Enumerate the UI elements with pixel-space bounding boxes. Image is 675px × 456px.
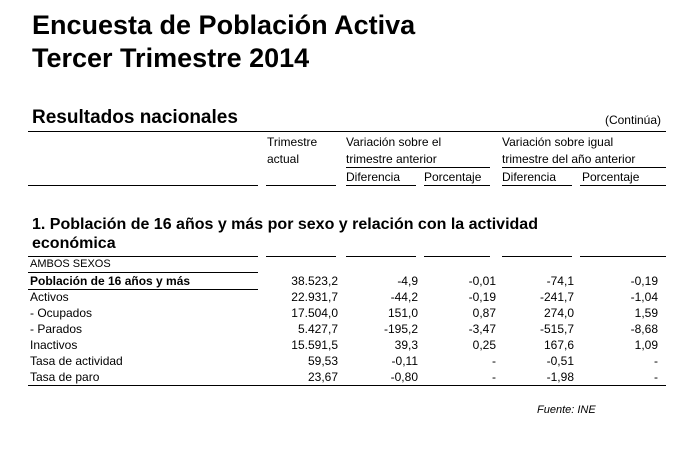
cell-dif-igual: -515,7 (539, 322, 574, 336)
cell-dif-igual: -74,1 (546, 274, 574, 288)
header-bottom-rule-pct2 (580, 185, 666, 186)
cell-pct-anterior: -3,47 (468, 322, 496, 336)
header-trimestre-line1: Trimestre (267, 135, 318, 149)
cell-pct-igual: -0,19 (630, 274, 658, 288)
section-rule-actual (266, 256, 336, 257)
cell-dif-anterior: -44,2 (390, 290, 418, 304)
header-var-anterior: Variación sobre el trimestre anterior (346, 134, 441, 168)
cell-pct-igual: - (654, 370, 658, 384)
cell-pct-igual: -1,04 (630, 290, 658, 304)
table-row: Activos 22.931,7 -44,2 -0,19 -241,7 -1,0… (28, 289, 658, 305)
row-label: Inactivos (30, 338, 78, 352)
cell-actual: 38.523,2 (291, 274, 338, 288)
data-table: Población de 16 años y más 38.523,2 -4,9… (28, 273, 658, 385)
section-rule-dif1 (346, 256, 416, 257)
header-var-igual: Variación sobre igual trimestre del año … (502, 134, 635, 168)
header-trimestre-actual: Trimestre actual (267, 134, 317, 168)
table-section-title: 1. Población de 16 años y más por sexo y… (32, 216, 538, 252)
cell-dif-igual: 167,6 (543, 338, 574, 352)
cell-pct-anterior: 0,87 (472, 306, 496, 320)
section-rule-pct1 (424, 256, 490, 257)
cell-actual: 23,67 (307, 370, 338, 384)
cell-dif-anterior: -0,11 (391, 354, 418, 368)
group-rule (28, 272, 258, 273)
row-label: - Ocupados (30, 306, 93, 320)
cell-actual: 5.427,7 (297, 322, 338, 336)
cell-pct-anterior: 0,25 (472, 338, 496, 352)
header-bottom-rule-dif2 (502, 185, 572, 186)
header-porcentaje-1: Porcentaje (424, 170, 482, 184)
cell-pct-anterior: -0,01 (468, 274, 496, 288)
cell-pct-anterior: - (492, 370, 496, 384)
table-row: Inactivos 15.591,5 39,3 0,25 167,6 1,09 (28, 337, 658, 353)
cell-dif-anterior: -4,9 (397, 274, 418, 288)
continua-note: (Continúa) (604, 113, 661, 127)
header-var-igual-rule (502, 167, 666, 168)
table-row: - Parados 5.427,7 -195,2 -3,47 -515,7 -8… (28, 321, 658, 337)
cell-actual: 59,53 (307, 354, 338, 368)
cell-dif-anterior: -195,2 (383, 322, 418, 336)
cell-pct-igual: 1,09 (634, 338, 658, 352)
cell-dif-igual: -0,51 (546, 354, 574, 368)
cell-pct-igual: 1,59 (634, 306, 658, 320)
source-note: Fuente: INE (537, 404, 596, 416)
section-rule-pct2 (580, 256, 666, 257)
header-var-anterior-line2: trimestre anterior (346, 152, 437, 166)
header-trimestre-line2: actual (267, 152, 300, 166)
cell-dif-igual: -1,98 (546, 370, 574, 384)
table-row: Tasa de actividad 59,53 -0,11 - -0,51 - (28, 353, 658, 369)
table-bottom-rule (28, 385, 666, 386)
row-label: Tasa de actividad (30, 354, 123, 368)
header-bottom-rule-pct1 (424, 185, 490, 186)
header-bottom-rule-dif1 (346, 185, 416, 186)
header-diferencia-1: Diferencia (346, 170, 401, 184)
report-title-line2: Tercer Trimestre 2014 (32, 43, 310, 73)
header-var-igual-line2: trimestre del año anterior (502, 152, 636, 166)
report-title-line1: Encuesta de Población Activa (32, 10, 416, 40)
cell-actual: 17.504,0 (291, 306, 338, 320)
cell-dif-igual: 274,0 (543, 306, 574, 320)
row-label: Tasa de paro (30, 370, 100, 384)
header-bottom-rule-actual (266, 185, 336, 186)
header-var-igual-line1: Variación sobre igual (502, 135, 614, 149)
cell-dif-anterior: -0,80 (390, 370, 418, 384)
cell-dif-anterior: 151,0 (387, 306, 418, 320)
cell-dif-igual: -241,7 (539, 290, 574, 304)
row-label: Activos (30, 290, 69, 304)
cell-pct-igual: - (654, 354, 658, 368)
cell-pct-anterior: - (492, 354, 496, 368)
cell-pct-igual: -8,68 (630, 322, 658, 336)
header-bottom-rule-label (28, 185, 258, 186)
cell-actual: 15.591,5 (291, 338, 338, 352)
cell-actual: 22.931,7 (291, 290, 338, 304)
header-porcentaje-2: Porcentaje (582, 170, 640, 184)
row-label: Población de 16 años y más (30, 274, 191, 288)
group-label: AMBOS SEXOS (30, 258, 111, 270)
header-top-rule (28, 131, 666, 132)
section-rule-dif2 (502, 256, 572, 257)
table-row: Población de 16 años y más 38.523,2 -4,9… (28, 273, 658, 289)
cell-dif-anterior: 39,3 (394, 338, 418, 352)
section-heading: Resultados nacionales (32, 107, 238, 128)
section-rule-label (28, 256, 258, 257)
cell-pct-anterior: -0,19 (468, 290, 496, 304)
header-var-anterior-rule (346, 167, 490, 168)
header-var-anterior-line1: Variación sobre el (346, 135, 442, 149)
row-label: - Parados (30, 322, 83, 336)
table-row: Tasa de paro 23,67 -0,80 - -1,98 - (28, 369, 658, 385)
table-row: - Ocupados 17.504,0 151,0 0,87 274,0 1,5… (28, 305, 658, 321)
header-diferencia-2: Diferencia (502, 170, 557, 184)
first-row-rule (28, 289, 258, 290)
